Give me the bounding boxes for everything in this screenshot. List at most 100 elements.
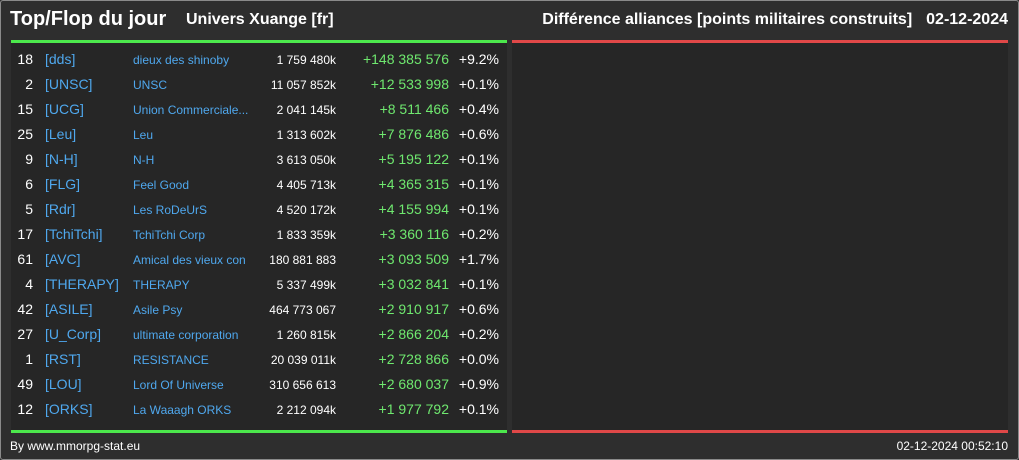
- points-difference: +4 155 994: [378, 201, 449, 217]
- rank: 5: [25, 201, 33, 217]
- rank: 2: [25, 76, 33, 92]
- alliance-name-link[interactable]: UNSC: [133, 78, 168, 92]
- points-difference: +2 680 037: [378, 376, 449, 392]
- points-difference: +1 977 792: [378, 401, 449, 417]
- table-row: 2 [UNSC] UNSC 11 057 852k +12 533 998 +0.1%: [11, 72, 507, 97]
- alliance-tag-link[interactable]: [RST]: [45, 351, 81, 367]
- rank: 18: [17, 51, 33, 67]
- ranking-title-text: Différence alliances [points militaires …: [542, 11, 913, 28]
- table-row: 9 [N-H] N-H 3 613 050k +5 195 122 +0.1%: [11, 147, 507, 172]
- table-row: 1 [RST] RESISTANCE 20 039 011k +2 728 866 +0.…: [11, 347, 507, 372]
- alliance-name-link[interactable]: Union Commerciale...: [133, 103, 249, 117]
- percent-change: +0.9%: [458, 376, 499, 392]
- alliance-points: 20 039 011k: [270, 353, 336, 367]
- alliance-name-link[interactable]: Amical des vieux con: [133, 253, 246, 267]
- alliance-tag-link[interactable]: [FLG]: [45, 176, 81, 192]
- alliance-tag-link[interactable]: [LOU]: [45, 376, 82, 392]
- percent-change: +0.2%: [458, 326, 499, 342]
- rank: 4: [25, 276, 33, 292]
- points-difference: +12 533 998: [370, 76, 449, 92]
- alliance-points: 310 656 613: [269, 378, 336, 392]
- alliance-name-link[interactable]: ultimate corporation: [133, 328, 239, 342]
- credit-link[interactable]: By www.mmorpg-stat.eu: [10, 439, 141, 453]
- alliance-points: 11 057 852k: [270, 78, 336, 92]
- points-difference: +8 511 466: [379, 101, 449, 117]
- alliance-name-link[interactable]: Lord Of Universe: [133, 378, 224, 392]
- points-difference: +2 866 204: [378, 326, 449, 342]
- alliance-name-link[interactable]: La Waaagh ORKS: [133, 403, 232, 417]
- alliance-name-link[interactable]: Feel Good: [133, 178, 190, 192]
- alliance-tag-link[interactable]: [THERAPY]: [45, 276, 119, 292]
- rank: 27: [17, 326, 33, 342]
- rank: 15: [17, 101, 33, 117]
- percent-change: +0.1%: [458, 276, 499, 292]
- alliance-name-link[interactable]: Leu: [133, 128, 154, 142]
- alliance-tag-link[interactable]: [U_Corp]: [45, 326, 102, 342]
- alliance-name-link[interactable]: TchiTchi Corp: [133, 228, 206, 242]
- alliance-name-link[interactable]: Asile Psy: [133, 303, 183, 317]
- points-difference: +4 365 315: [378, 176, 449, 192]
- flop-panel: [512, 43, 1008, 430]
- points-difference: +3 032 841: [378, 276, 449, 292]
- rank: 61: [17, 251, 33, 267]
- alliance-points: 464 773 067: [269, 303, 336, 317]
- points-difference: +148 385 576: [362, 51, 449, 67]
- table-row: 27 [U_Corp] ultimate corporation 1 260 815k…: [11, 322, 507, 347]
- table-row: 49 [LOU] Lord Of Universe 310 656 613 +2 680…: [11, 372, 507, 397]
- alliance-tag-link[interactable]: [ORKS]: [45, 401, 93, 417]
- header-date: 02-12-2024: [926, 11, 1008, 28]
- table-row: 17 [TchiTchi] TchiTchi Corp 1 833 359k +3 36…: [11, 222, 507, 247]
- alliance-tag-link[interactable]: [N-H]: [45, 151, 78, 167]
- rank: 17: [17, 226, 33, 242]
- alliance-name-link[interactable]: THERAPY: [133, 278, 190, 292]
- alliance-tag-link[interactable]: [UNSC]: [45, 76, 93, 92]
- points-difference: +3 360 116: [379, 226, 449, 242]
- top-panel: 18 [dds] dieux des shinoby 1 759 480k +148 3…: [11, 43, 507, 430]
- alliance-tag-link[interactable]: [dds]: [45, 51, 76, 67]
- alliance-tag-link[interactable]: [TchiTchi]: [45, 226, 103, 242]
- table-row: 42 [ASILE] Asile Psy 464 773 067 +2 910 917 +…: [11, 297, 507, 322]
- alliance-tag-link[interactable]: [AVC]: [45, 251, 81, 267]
- alliance-tag-link[interactable]: [Rdr]: [45, 201, 76, 217]
- table-row: 4 [THERAPY] THERAPY 5 337 499k +3 032 841 +0.…: [11, 272, 507, 297]
- top-accent-bar-bottom: [11, 430, 507, 433]
- alliance-points: 4 405 713k: [276, 178, 336, 192]
- percent-change: +0.1%: [458, 401, 499, 417]
- alliance-points: 1 759 480k: [276, 53, 336, 67]
- alliance-name-link[interactable]: RESISTANCE: [133, 353, 209, 367]
- alliance-tag-link[interactable]: [ASILE]: [45, 301, 93, 317]
- points-difference: +2 910 917: [378, 301, 449, 317]
- table-row: 12 [ORKS] La Waaagh ORKS 2 212 094k +1 977 7…: [11, 397, 507, 422]
- alliance-points: 2 212 094k: [276, 403, 336, 417]
- rank: 42: [17, 301, 33, 317]
- footer-timestamp: 02-12-2024 00:52:10: [896, 439, 1008, 453]
- alliance-points: 4 520 172k: [276, 203, 336, 217]
- top-accent-bar: [11, 40, 507, 43]
- universe-label: Univers Xuange [fr]: [186, 11, 334, 28]
- alliance-points: 180 881 883: [269, 253, 336, 267]
- alliance-points: 1 313 602k: [276, 128, 336, 142]
- table-row: 6 [FLG] Feel Good 4 405 713k +4 365 315 +0.1%: [11, 172, 507, 197]
- page-title: Top/Flop du jour: [10, 8, 167, 30]
- percent-change: +0.1%: [458, 176, 499, 192]
- rank: 6: [25, 176, 33, 192]
- alliance-name-link[interactable]: N-H: [133, 153, 155, 167]
- alliance-points: 2 041 145k: [276, 103, 336, 117]
- percent-change: +0.1%: [458, 151, 499, 167]
- points-difference: +3 093 509: [378, 251, 449, 267]
- alliance-tag-link[interactable]: [UCG]: [45, 101, 84, 117]
- alliance-name-link[interactable]: dieux des shinoby: [133, 53, 230, 67]
- alliance-points: 3 613 050k: [276, 153, 336, 167]
- rank: 25: [17, 126, 33, 142]
- alliance-tag-link[interactable]: [Leu]: [45, 126, 77, 142]
- table-row: 25 [Leu] Leu 1 313 602k +7 876 486 +0.6%: [11, 122, 507, 147]
- alliance-name-link[interactable]: Les RoDeUrS: [133, 203, 208, 217]
- points-difference: +7 876 486: [378, 126, 449, 142]
- alliance-points: 1 833 359k: [276, 228, 336, 242]
- flop-accent-bar-bottom: [512, 430, 1008, 433]
- rank: 12: [17, 401, 33, 417]
- alliance-points: 1 260 815k: [276, 328, 336, 342]
- percent-change: +1.7%: [458, 251, 499, 267]
- points-difference: +5 195 122: [378, 151, 449, 167]
- percent-change: +0.4%: [458, 101, 499, 117]
